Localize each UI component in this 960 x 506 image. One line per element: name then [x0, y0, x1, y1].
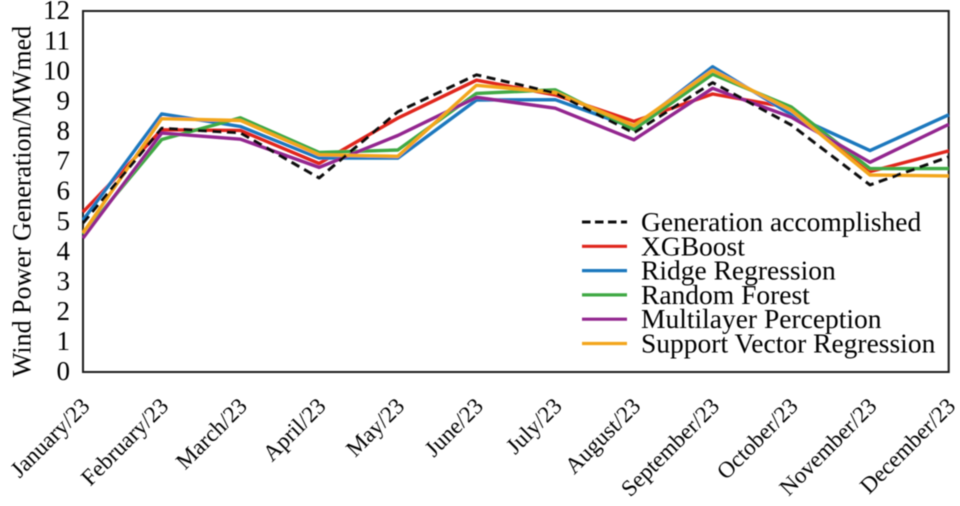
svg-text:Generation accomplished: Generation accomplished [641, 206, 921, 237]
svg-text:3: 3 [57, 266, 71, 296]
svg-text:Wind Power Generation/MWmed: Wind Power Generation/MWmed [8, 26, 37, 377]
svg-text:12: 12 [43, 0, 70, 25]
svg-text:8: 8 [57, 116, 71, 146]
svg-text:Ridge Regression: Ridge Regression [641, 255, 836, 286]
svg-text:Support Vector Regression: Support Vector Regression [641, 328, 936, 359]
svg-text:6: 6 [57, 176, 71, 206]
svg-text:5: 5 [57, 206, 71, 236]
svg-text:7: 7 [57, 146, 71, 176]
svg-text:Multilayer Perception: Multilayer Perception [641, 303, 882, 334]
svg-text:Random Forest: Random Forest [641, 279, 810, 310]
svg-text:4: 4 [57, 236, 71, 266]
svg-text:10: 10 [43, 55, 70, 85]
svg-text:1: 1 [57, 326, 71, 356]
svg-text:2: 2 [57, 296, 71, 326]
svg-text:11: 11 [44, 25, 70, 55]
svg-text:0: 0 [57, 356, 71, 386]
svg-text:9: 9 [57, 86, 71, 116]
svg-text:XGBoost: XGBoost [641, 230, 745, 261]
